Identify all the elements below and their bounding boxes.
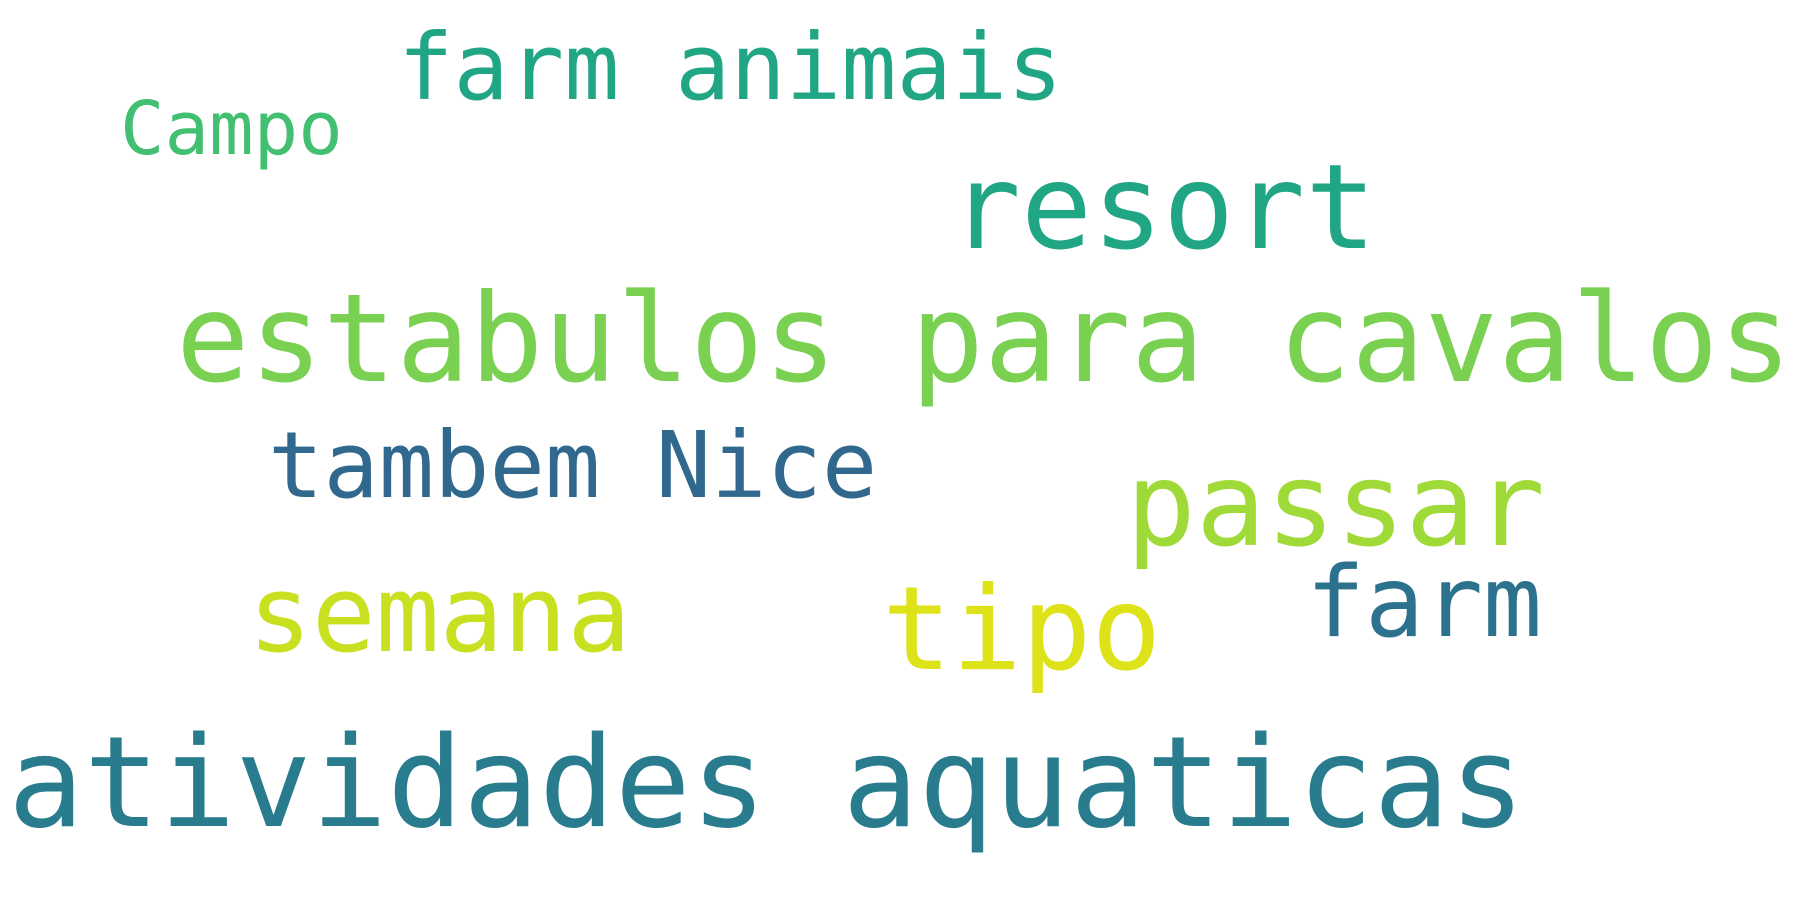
word-estabulos-para-cavalos: estabulos para cavalos [176,268,1792,410]
word-tipo: tipo [882,562,1162,697]
word-resort: resort [950,138,1377,276]
word-campo: Campo [120,86,343,172]
word-atividades-aquaticas: atividades aquaticas [8,709,1526,856]
word-farm-animais: farm animais [398,14,1063,121]
word-semana: semana [248,553,631,676]
word-passar: passar [1126,438,1546,573]
word-tambem-nice: tambem Nice [268,412,878,519]
word-farm: farm [1306,546,1543,660]
